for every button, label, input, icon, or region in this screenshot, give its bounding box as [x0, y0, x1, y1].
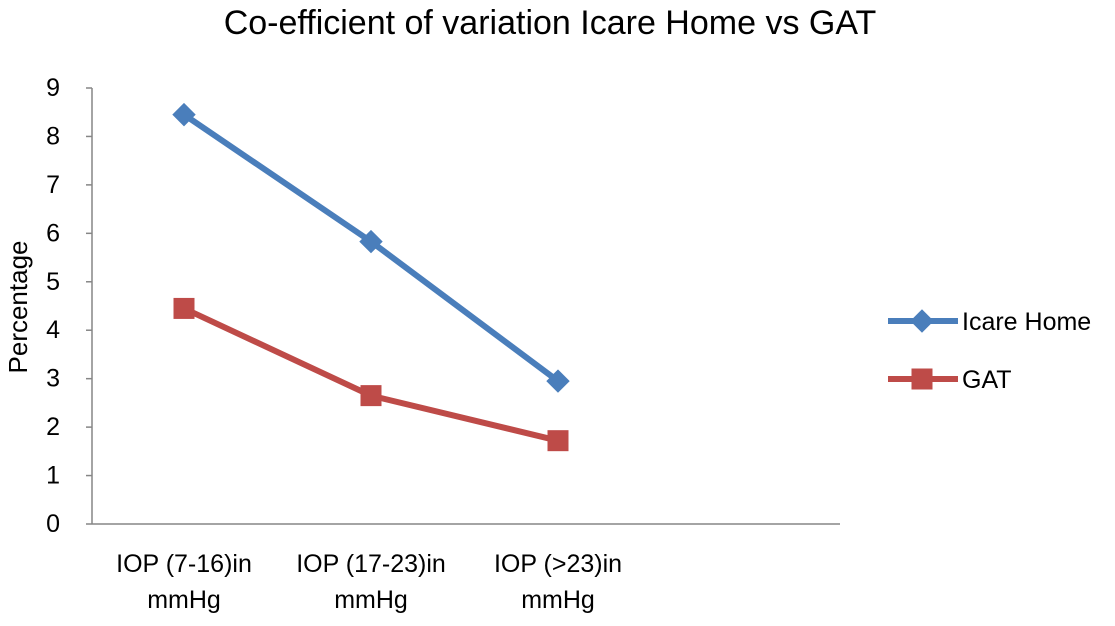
x-tick-label-line: mmHg — [334, 586, 408, 614]
y-tick-label: 3 — [46, 365, 60, 393]
legend-item: GAT — [888, 366, 1012, 394]
data-point-marker — [173, 297, 195, 319]
y-tick-label: 9 — [46, 74, 60, 102]
series-layer — [172, 102, 570, 452]
data-point-marker — [359, 229, 383, 254]
data-point-marker — [360, 385, 382, 407]
y-tick-label: 2 — [46, 413, 60, 441]
data-point-marker — [172, 102, 196, 127]
y-tick-label: 6 — [46, 219, 60, 247]
y-tick-label: 1 — [46, 462, 60, 490]
x-tick-label-line: IOP (>23)in — [494, 550, 622, 578]
y-tick-label: 4 — [46, 316, 60, 344]
y-tick-label: 0 — [46, 510, 60, 538]
y-tick-label: 7 — [46, 171, 60, 199]
x-tick-label: IOP (7-16)in mmHg — [116, 550, 252, 614]
chart-title: Co-efficient of variation Icare Home vs … — [224, 4, 877, 42]
legend-swatch-marker — [910, 309, 934, 333]
data-point-marker — [547, 430, 569, 452]
legend-swatch-marker — [911, 368, 933, 390]
legend-item: Icare Home — [888, 308, 1091, 336]
x-tick-label: IOP (17-23)in mmHg — [296, 550, 446, 614]
legend-label: GAT — [962, 366, 1012, 394]
series-gat — [173, 297, 569, 452]
y-tick-label: 8 — [46, 122, 60, 150]
x-tick-label: IOP (>23)in mmHg — [494, 550, 622, 614]
data-point-marker — [546, 369, 570, 393]
series-icare-home — [172, 102, 570, 393]
x-tick-label-line: IOP (17-23)in — [296, 550, 446, 578]
y-axis-title: Percentage — [3, 241, 33, 374]
y-tick-label: 5 — [46, 268, 60, 296]
series-line — [181, 305, 561, 444]
y-axis-ticks: 0 1 2 3 4 5 6 7 8 9 — [46, 74, 92, 538]
x-tick-label-line: mmHg — [147, 586, 221, 614]
legend: Icare Home GAT — [888, 308, 1091, 394]
x-tick-label-line: IOP (7-16)in — [116, 550, 252, 578]
legend-label: Icare Home — [962, 308, 1091, 336]
x-tick-label-line: mmHg — [521, 586, 595, 614]
